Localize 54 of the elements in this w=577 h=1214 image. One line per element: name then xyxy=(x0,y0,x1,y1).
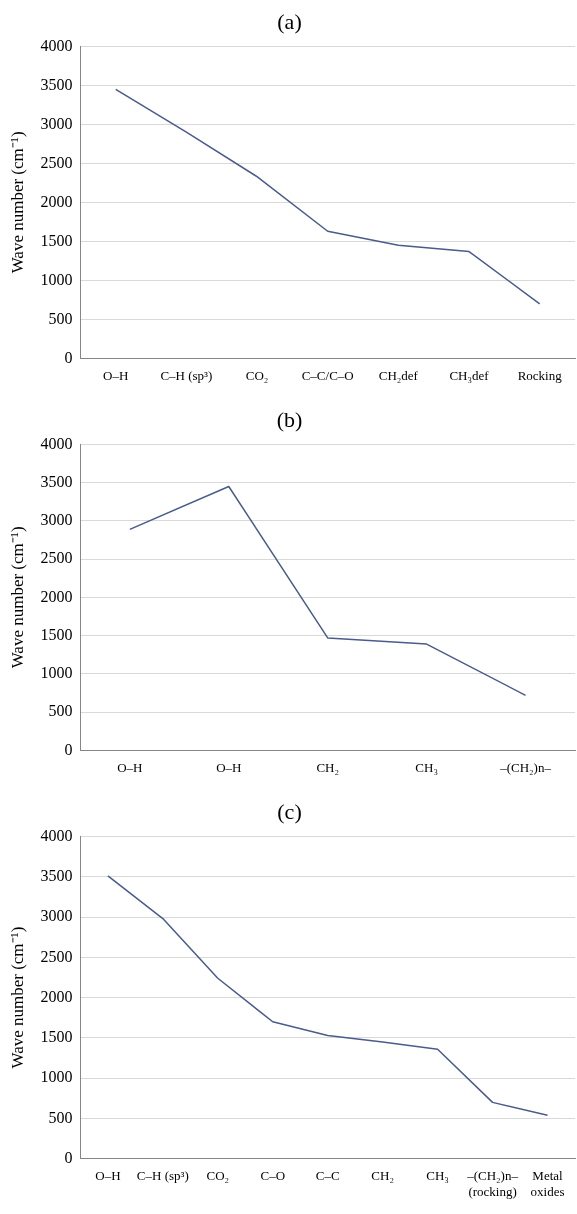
y-tick-label: 500 xyxy=(48,702,73,720)
x-tick-label: CH₂def xyxy=(378,367,419,383)
y-tick-label: 500 xyxy=(48,309,73,327)
y-tick-label: 4000 xyxy=(40,36,73,54)
y-tick-label: 1000 xyxy=(40,1068,73,1086)
y-axis-title: Wave number (cm⁻¹) xyxy=(7,131,27,274)
y-tick-label: 2500 xyxy=(40,947,73,965)
x-tick-label: C–H (sp³) xyxy=(160,367,213,383)
x-tick-label: CO₂ xyxy=(206,1168,230,1184)
chart-title: (b) xyxy=(276,406,303,432)
y-tick-label: 1500 xyxy=(40,231,73,249)
x-tick-label: CH₃def xyxy=(449,367,490,383)
y-tick-label: 4000 xyxy=(40,826,73,844)
y-tick-label: 3500 xyxy=(40,75,73,93)
chart-title: (c) xyxy=(277,798,302,824)
y-tick-label: 1500 xyxy=(40,1028,73,1046)
y-tick-label: 1000 xyxy=(40,270,73,288)
y-axis-title: Wave number (cm⁻¹) xyxy=(7,526,27,669)
y-tick-label: 2500 xyxy=(40,153,73,171)
x-tick-label: Rocking xyxy=(517,367,563,383)
y-tick-label: 4000 xyxy=(40,434,73,452)
x-tick-label: C–H (sp³) xyxy=(136,1168,189,1184)
y-tick-label: 0 xyxy=(64,348,73,366)
x-tick-label: Metal oxides xyxy=(530,1168,565,1199)
x-tick-label: –(CH₂)n– xyxy=(499,759,552,775)
x-tick-label: –(CH₂)n– (rocking) xyxy=(466,1168,519,1199)
y-axis-title: Wave number (cm⁻¹) xyxy=(7,926,27,1069)
x-tick-label: CH₂ xyxy=(371,1168,394,1184)
y-tick-label: 3000 xyxy=(40,511,73,529)
x-tick-label: O–H xyxy=(216,759,242,775)
y-tick-label: 2000 xyxy=(40,587,73,605)
y-tick-label: 3500 xyxy=(40,472,73,490)
y-tick-label: 0 xyxy=(64,740,73,758)
x-tick-label: CH₂ xyxy=(316,759,339,775)
chart-title: (a) xyxy=(277,8,302,34)
y-tick-label: 1500 xyxy=(40,625,73,643)
y-tick-label: 3500 xyxy=(40,866,73,884)
y-tick-label: 2000 xyxy=(40,192,73,210)
x-tick-label: O–H xyxy=(103,367,129,383)
y-tick-label: 3000 xyxy=(40,114,73,132)
y-tick-label: 2500 xyxy=(40,549,73,567)
y-tick-label: 1000 xyxy=(40,664,73,682)
y-tick-label: 2000 xyxy=(40,987,73,1005)
x-tick-label: C–O xyxy=(260,1168,286,1184)
x-tick-label: C–C xyxy=(315,1168,340,1184)
x-tick-label: CH₃ xyxy=(426,1168,449,1184)
y-tick-label: 0 xyxy=(64,1149,73,1166)
x-tick-label: O–H xyxy=(117,759,143,775)
y-tick-label: 3000 xyxy=(40,907,73,925)
x-tick-label: CO₂ xyxy=(245,367,269,383)
x-tick-label: O–H xyxy=(95,1168,121,1184)
x-tick-label: C–C/C–O xyxy=(301,367,354,383)
y-tick-label: 500 xyxy=(48,1108,73,1126)
x-tick-label: CH₃ xyxy=(415,759,438,775)
